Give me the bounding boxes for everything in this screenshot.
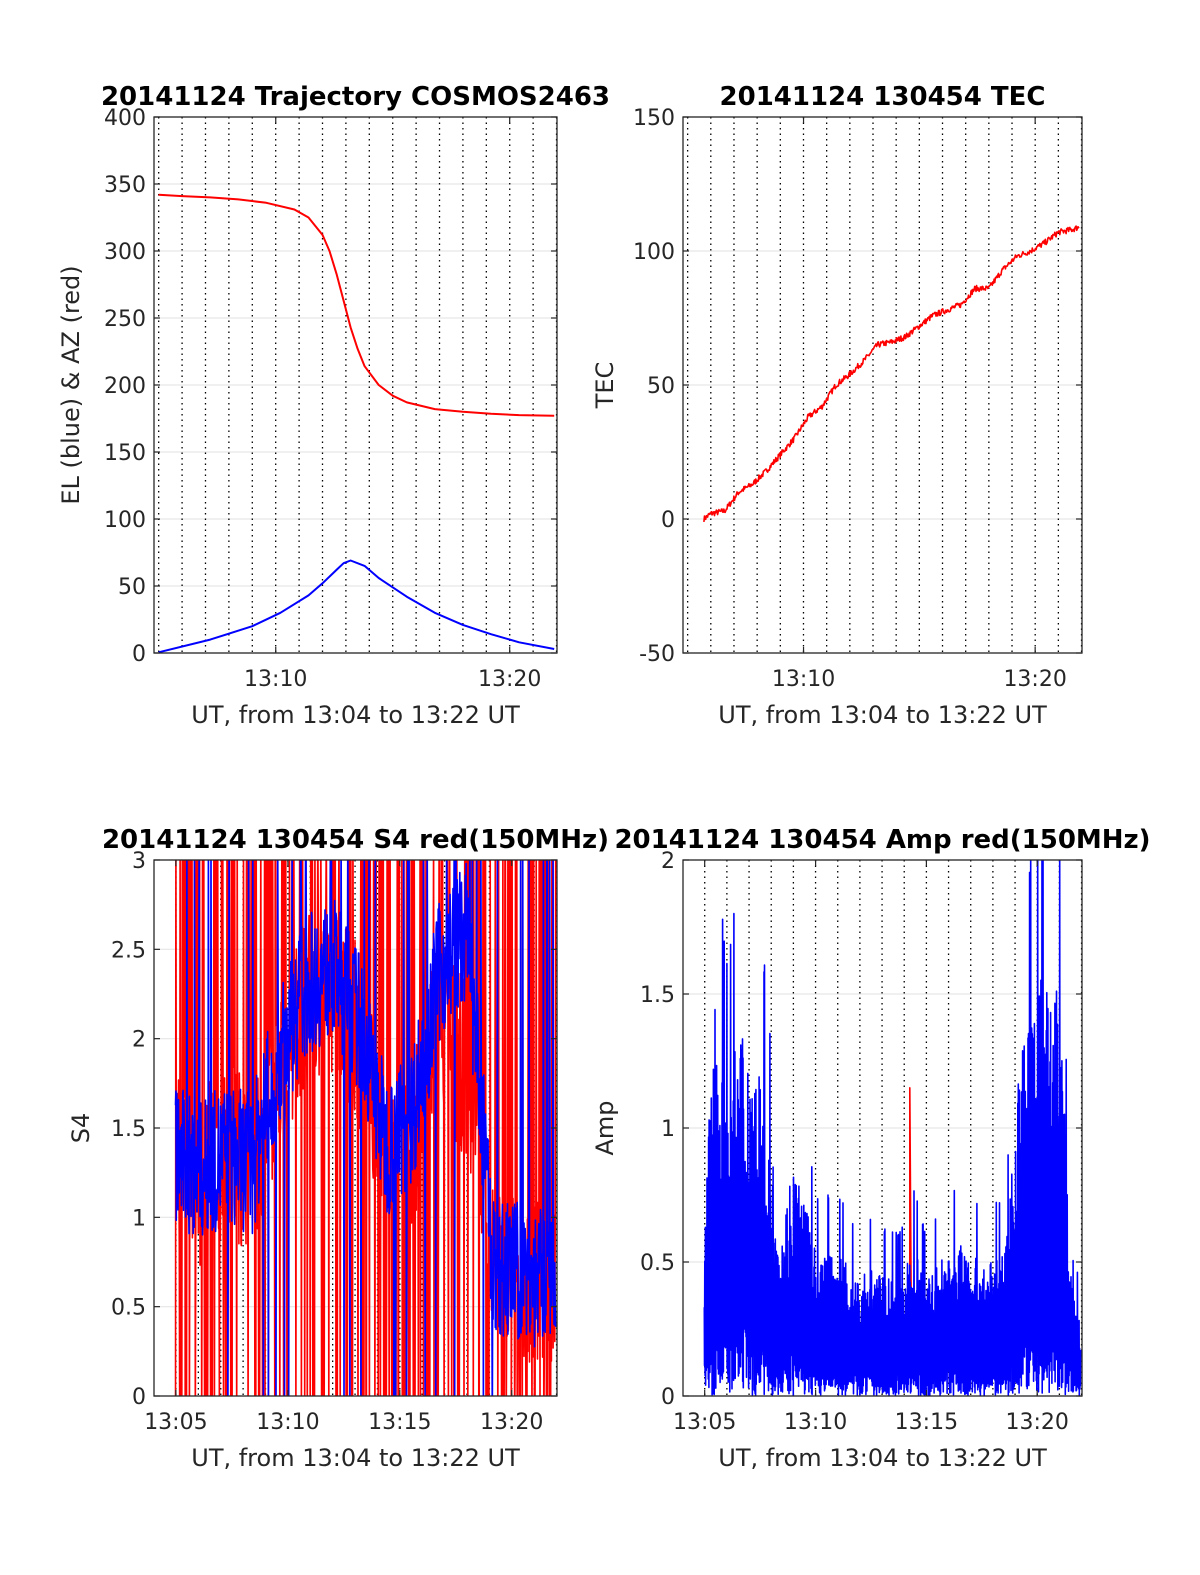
x-tick-label: 13:20 [478,667,541,692]
chart-title: 20141124 130454 S4 red(150MHz) [102,825,609,855]
x-tick-label: 13:10 [256,1410,319,1435]
plot-area [174,860,557,1396]
y-axis-label: S4 [67,1113,95,1144]
y-tick-label: 150 [633,106,675,131]
x-tick-label: 13:10 [244,667,307,692]
y-tick-label: 400 [104,106,146,131]
series-line-1 [703,225,1080,522]
y-axis-label: Amp [591,1100,619,1155]
plot-area [703,225,1080,522]
x-tick-label: 13:10 [784,1410,847,1435]
panel-4: 0 0.5 1 1.5 2 13:05 13:10 13:15 13:20 20141124 13… [591,825,1151,1472]
x-axis-label: UT, from 13:04 to 13:22 UT [718,1444,1047,1472]
series-line-2 [174,860,557,1396]
x-tick-label: 13:15 [895,1410,958,1435]
x-tick-label: 13:05 [144,1410,207,1435]
y-tick-label: 1.5 [111,1117,146,1142]
series-line-1 [158,193,555,417]
y-tick-label: 100 [104,508,146,533]
x-axis-label: UT, from 13:04 to 13:22 UT [191,701,520,729]
panel-2: -50 0 50 100 150 13:10 13:20 20141124 130454 TE… [591,82,1083,729]
x-tick-label: 13:20 [1003,667,1066,692]
y-tick-label: 350 [104,173,146,198]
plot-area [158,193,555,653]
y-tick-label: 250 [104,307,146,332]
series-line-2 [158,559,555,653]
x-tick-label: 13:05 [673,1410,736,1435]
y-tick-label: 150 [104,441,146,466]
y-tick-label: 0.5 [111,1296,146,1321]
y-tick-label: 2.5 [111,938,146,963]
x-tick-label: 13:15 [368,1410,431,1435]
x-tick-label: 13:20 [1005,1410,1068,1435]
x-tick-label: 13:20 [480,1410,543,1435]
chart-title: 20141124 130454 TEC [720,82,1046,112]
x-axis-label: UT, from 13:04 to 13:22 UT [718,701,1047,729]
y-tick-label: 0 [661,508,675,533]
y-tick-label: 300 [104,240,146,265]
x-tick-label: 13:10 [772,667,835,692]
y-tick-label: 1 [132,1206,146,1231]
y-tick-label: 1 [661,1117,675,1142]
y-tick-label: 0 [132,642,146,667]
y-tick-label: 0 [661,1385,675,1410]
y-tick-label: 2 [661,849,675,874]
chart-title: 20141124 Trajectory COSMOS2463 [101,82,610,112]
y-tick-label: -50 [639,642,675,667]
panel-1: 0 50 100 150 200 250 300 350 400 13:10 13:20 201411… [57,82,610,729]
y-axis-label: TEC [591,362,619,410]
y-tick-label: 0 [132,1385,146,1410]
y-tick-label: 1.5 [640,983,675,1008]
x-axis-label: UT, from 13:04 to 13:22 UT [191,1444,520,1472]
series-line-1 [909,1087,912,1316]
y-tick-label: 0.5 [640,1251,675,1276]
y-tick-label: 100 [633,240,675,265]
series-line-2 [703,860,1082,1396]
y-tick-label: 200 [104,374,146,399]
panel-3: 0 0.5 1 1.5 2 2.5 3 13:05 13:10 13:15 13:20 2014112… [67,825,609,1472]
y-axis-label: EL (blue) & AZ (red) [57,265,85,504]
y-tick-label: 3 [132,849,146,874]
y-tick-label: 50 [647,374,675,399]
y-tick-label: 50 [118,575,146,600]
chart-title: 20141124 130454 Amp red(150MHz) [614,825,1150,855]
plot-area [703,860,1082,1396]
y-tick-label: 2 [132,1028,146,1053]
